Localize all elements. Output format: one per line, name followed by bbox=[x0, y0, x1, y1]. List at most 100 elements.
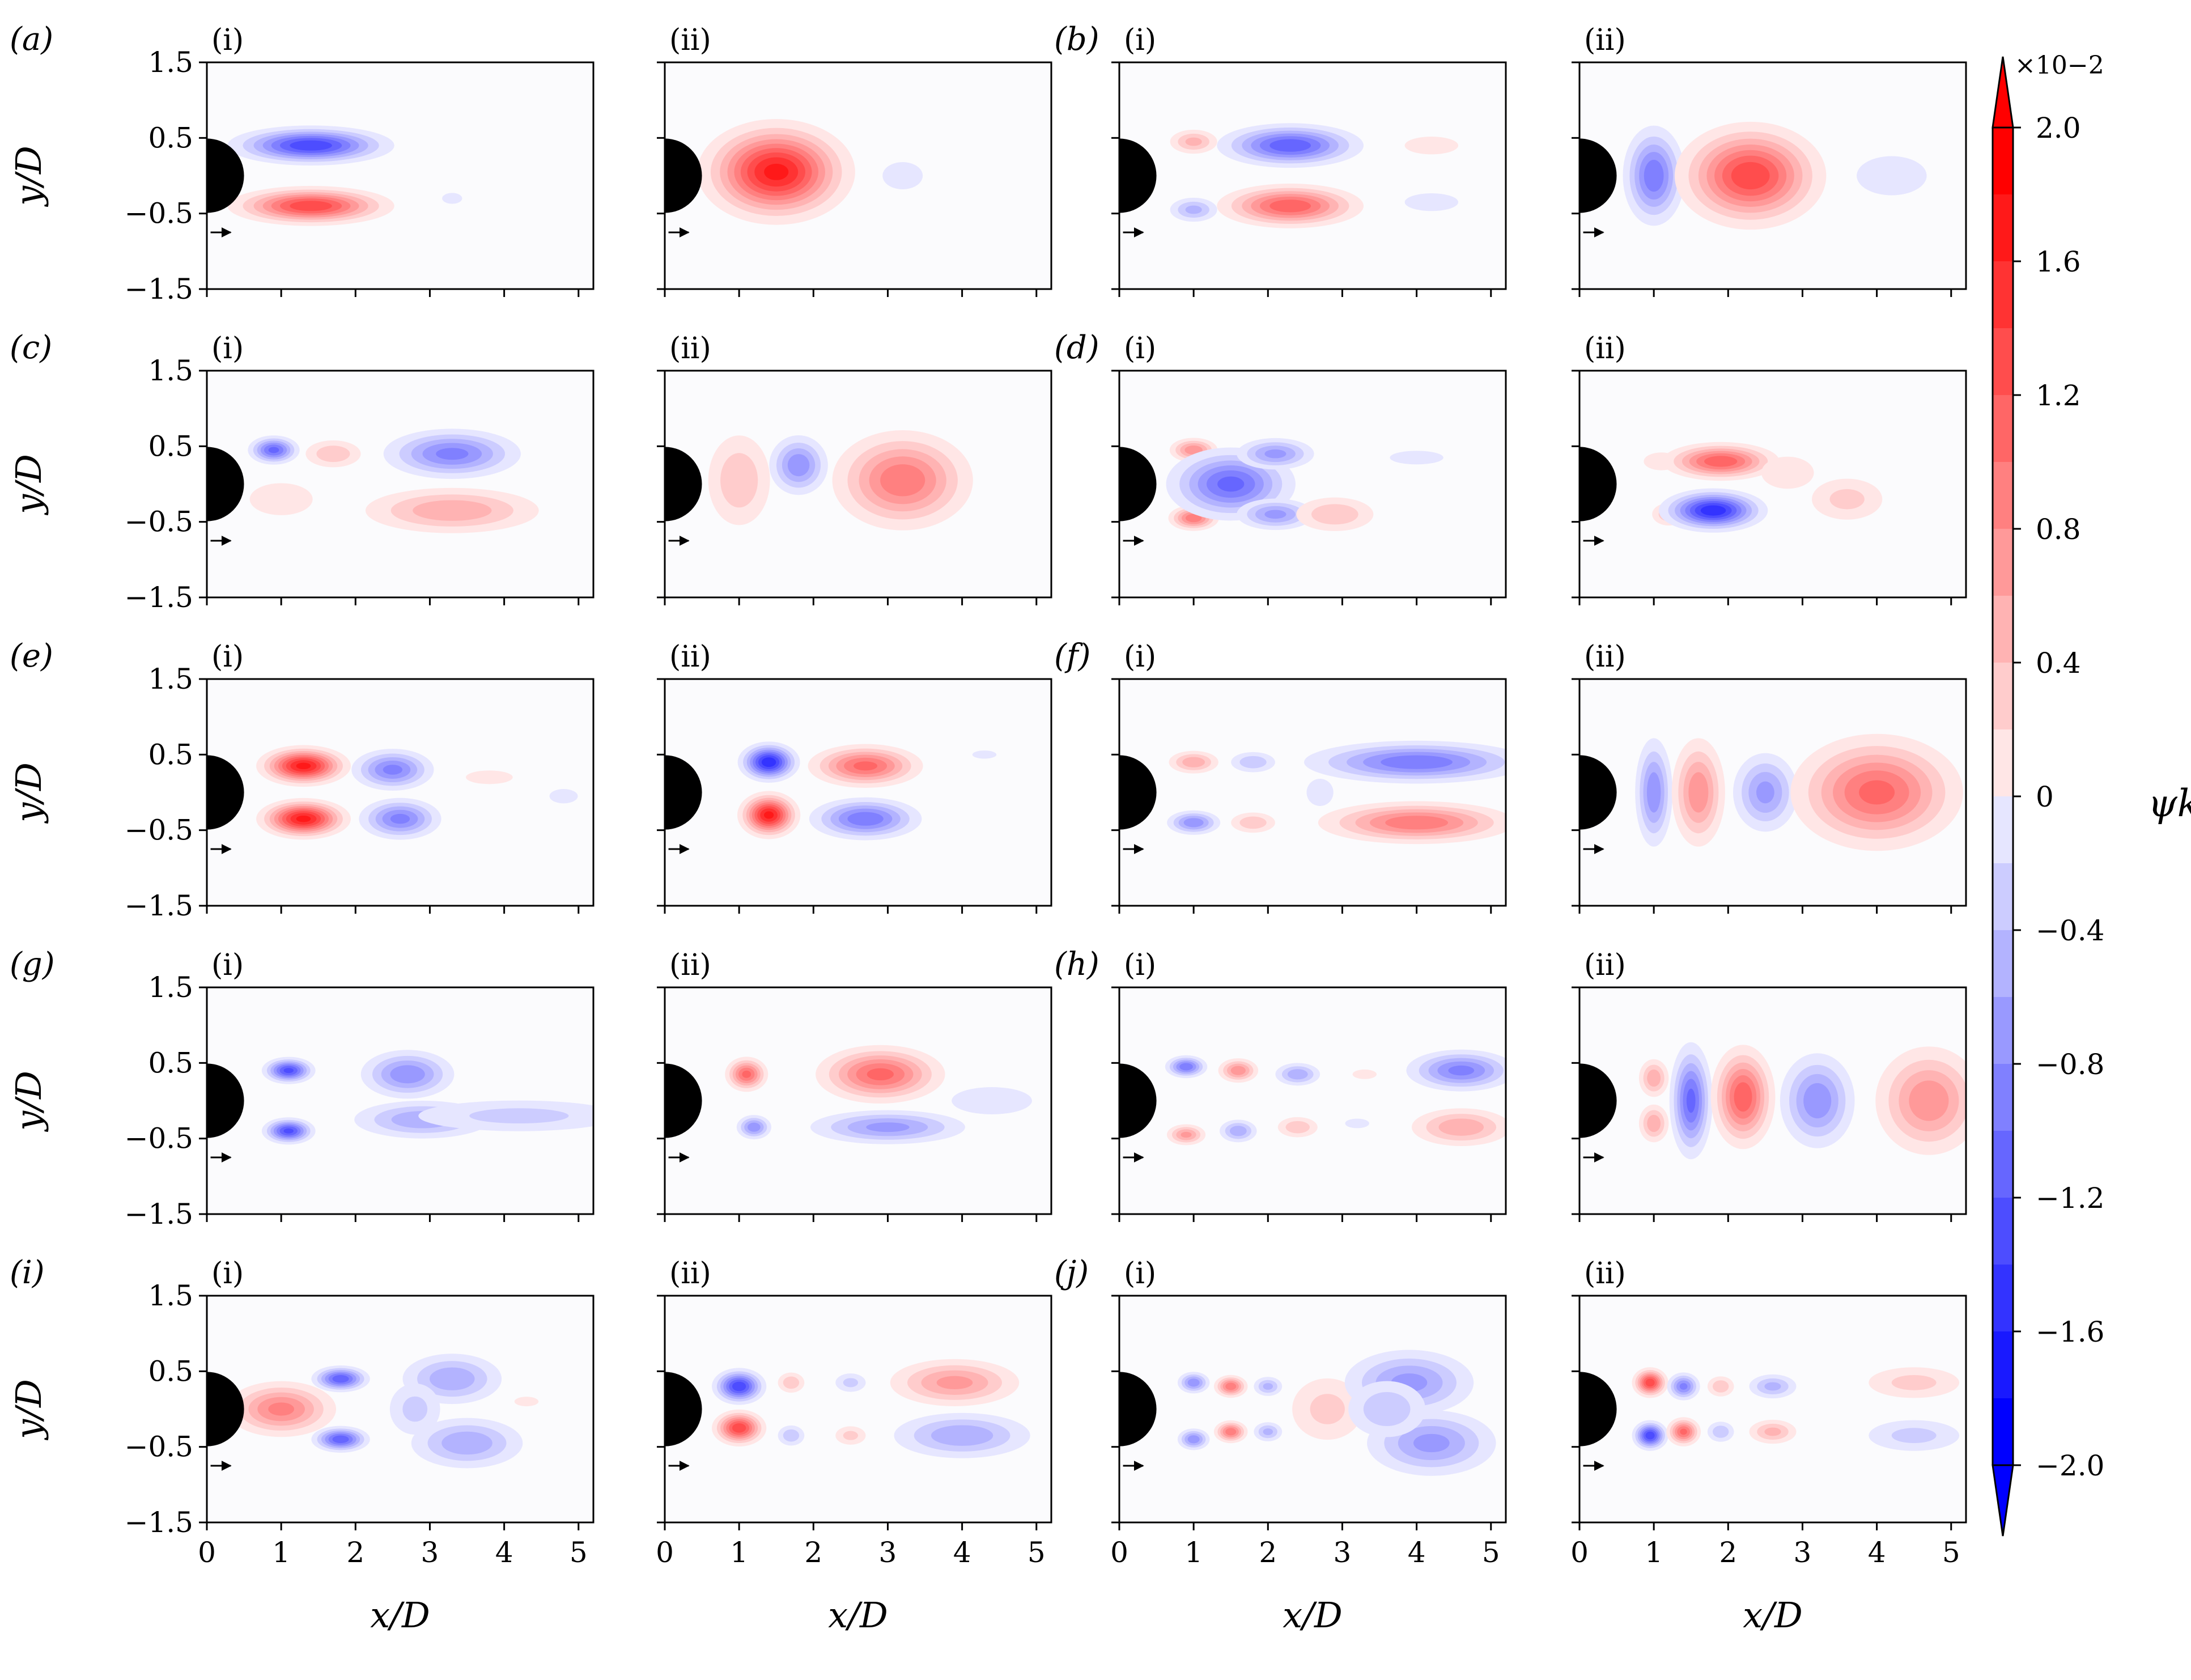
contour-field bbox=[256, 745, 578, 840]
cylinder-shape bbox=[207, 138, 244, 213]
panel-background bbox=[207, 679, 593, 906]
panel-frame bbox=[1118, 986, 1507, 1215]
panel-frame bbox=[1578, 61, 1967, 290]
cylinder-shape bbox=[1119, 1063, 1157, 1138]
colorbar-tick-label: 1.6 bbox=[2036, 245, 2081, 278]
subpanel-label: (i) bbox=[1124, 1257, 1156, 1291]
panel: 0 1 2 3 4 5 x/D (ii) bbox=[656, 1257, 1052, 1636]
colorbar-band bbox=[1993, 1198, 2013, 1265]
panel: 0 1 2 3 4 5 x/D 1.5 0.5 −0.5 −1.5 y/D (i) (i) bbox=[8, 1254, 595, 1636]
x-tick-label: 5 bbox=[1942, 1536, 1960, 1569]
contour-level bbox=[843, 1431, 859, 1440]
subpanel-label: (ii) bbox=[669, 948, 711, 982]
y-tick-label: −0.5 bbox=[125, 506, 193, 538]
contour-level bbox=[283, 1128, 294, 1134]
x-tick-label: 5 bbox=[1482, 1536, 1500, 1569]
x-tick-label: 4 bbox=[1868, 1536, 1886, 1569]
contour-level bbox=[1185, 137, 1202, 146]
panel-frame bbox=[664, 370, 1052, 599]
contour-field bbox=[1623, 121, 1927, 230]
contour-level bbox=[1404, 137, 1459, 155]
y-tick-label: 1.5 bbox=[148, 663, 193, 695]
colorbar-tick-label: −2.0 bbox=[2036, 1449, 2104, 1482]
contour-level bbox=[1891, 1428, 1937, 1444]
panel: 1.5 0.5 −0.5 −1.5 y/D (i) (g) bbox=[8, 946, 595, 1231]
panel-letter-label: (a) bbox=[10, 21, 53, 58]
panel-letter-label: (h) bbox=[1054, 946, 1099, 983]
panel-background bbox=[1119, 62, 1506, 289]
panel: (i) (b) bbox=[1054, 21, 1507, 297]
colorbar-band bbox=[1993, 729, 2013, 797]
y-axis-label: y/D bbox=[8, 1379, 49, 1441]
colorbar-tick-label: 0.4 bbox=[2036, 647, 2081, 680]
cylinder-shape bbox=[1579, 1063, 1617, 1138]
x-tick-label: 2 bbox=[804, 1536, 822, 1569]
panel-background bbox=[1579, 1296, 1966, 1522]
panel: (i) (h) bbox=[1054, 946, 1507, 1222]
contour-level bbox=[1310, 1394, 1345, 1424]
y-tick-label: −0.5 bbox=[125, 1431, 193, 1463]
colorbar: 2.0 1.6 1.2 0.8 0.4 0 −0.4 −0.8 −1.2 −1.6 −2.0 ×10−… bbox=[1992, 51, 2191, 1537]
subpanel-label: (ii) bbox=[1584, 948, 1626, 982]
subpanel-label: (i) bbox=[1124, 640, 1156, 674]
contour-level bbox=[1859, 780, 1895, 805]
panel: (ii) bbox=[1572, 23, 1967, 297]
panel-frame bbox=[1118, 61, 1507, 290]
panel-letter-label: (g) bbox=[10, 946, 55, 983]
cylinder-shape bbox=[1119, 138, 1157, 213]
x-tick-label: 2 bbox=[346, 1536, 364, 1569]
contour-level bbox=[936, 1376, 973, 1389]
panel-background bbox=[207, 371, 593, 597]
contour-level bbox=[1306, 778, 1334, 807]
contour-level bbox=[742, 1070, 751, 1078]
contour-level bbox=[1264, 510, 1286, 519]
contour-field bbox=[697, 118, 923, 225]
colorbar-tick-label: 2.0 bbox=[2036, 112, 2081, 145]
contour-field bbox=[1638, 1042, 1966, 1160]
panel-letter-label: (i) bbox=[10, 1254, 45, 1291]
subpanel-label: (i) bbox=[1124, 948, 1156, 982]
contour-level bbox=[952, 1087, 1032, 1115]
panel-frame bbox=[206, 678, 595, 907]
contour-level bbox=[466, 770, 513, 784]
panel-frame bbox=[1578, 986, 1967, 1215]
panel-frame bbox=[664, 678, 1052, 907]
panel: 1.5 0.5 −0.5 −1.5 y/D (i) (a) bbox=[8, 21, 595, 306]
colorbar-band bbox=[1993, 462, 2013, 529]
y-axis-label: y/D bbox=[8, 762, 49, 824]
contour-level bbox=[296, 762, 311, 770]
panel-frame bbox=[206, 61, 595, 290]
contour-level bbox=[390, 813, 410, 824]
contour-level bbox=[1404, 193, 1459, 211]
cylinder-shape bbox=[1579, 447, 1617, 521]
panel-letter-label: (c) bbox=[10, 329, 52, 366]
y-tick-label: −0.5 bbox=[125, 814, 193, 847]
contour-level bbox=[1263, 1383, 1273, 1390]
cylinder-shape bbox=[665, 447, 702, 521]
colorbar-band bbox=[1993, 1064, 2013, 1131]
subpanel-label: (i) bbox=[1124, 332, 1156, 366]
x-tick-label: 2 bbox=[1719, 1536, 1737, 1569]
contour-field bbox=[1165, 1049, 1506, 1146]
x-tick-label: 1 bbox=[1645, 1536, 1663, 1569]
panel: 0 1 2 3 4 5 x/D (i) (j) bbox=[1054, 1254, 1507, 1636]
panel: (ii) bbox=[657, 640, 1052, 914]
panel: (ii) bbox=[657, 948, 1052, 1222]
y-tick-label: 0.5 bbox=[148, 121, 193, 154]
contour-level bbox=[268, 447, 279, 453]
x-tick-label: 5 bbox=[570, 1536, 588, 1569]
contour-field bbox=[227, 125, 462, 226]
subpanel-label: (ii) bbox=[1584, 640, 1626, 674]
colorbar-band bbox=[1993, 395, 2013, 463]
contour-level bbox=[1680, 1428, 1687, 1435]
x-tick-label: 3 bbox=[421, 1536, 439, 1569]
y-tick-label: −1.5 bbox=[125, 889, 193, 922]
colorbar-band bbox=[1993, 1331, 2013, 1399]
panel-frame bbox=[1118, 1295, 1507, 1524]
colorbar-band bbox=[1993, 1265, 2013, 1332]
colorbar-band bbox=[1993, 997, 2013, 1064]
cylinder-shape bbox=[1119, 447, 1157, 521]
cylinder-shape bbox=[207, 755, 244, 830]
colorbar-band bbox=[1993, 930, 2013, 998]
colorbar-tick-label: −0.4 bbox=[2036, 914, 2104, 947]
